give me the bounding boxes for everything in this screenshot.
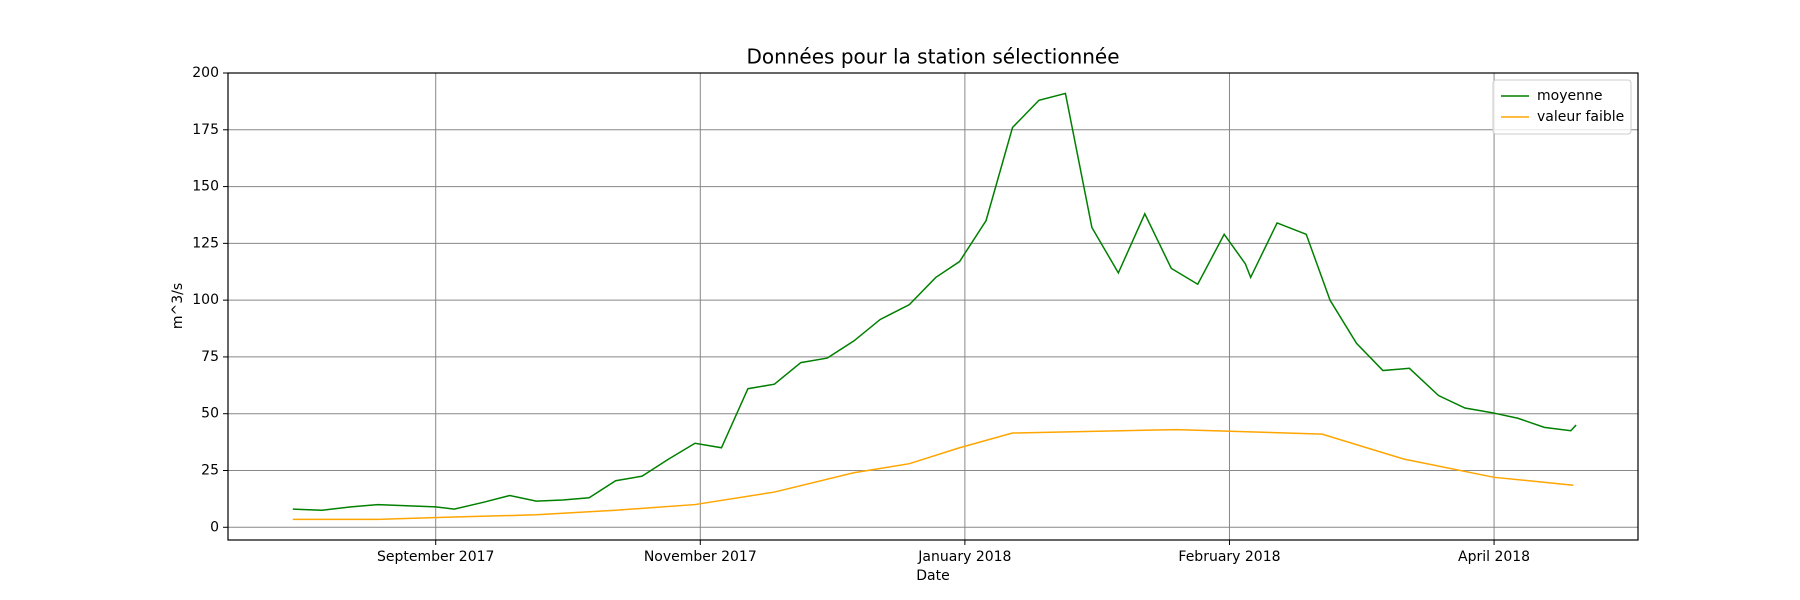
x-tick-label: November 2017 xyxy=(644,549,757,565)
y-tick-label: 200 xyxy=(192,65,219,81)
x-axis-label: Date xyxy=(916,568,949,584)
legend-label: moyenne xyxy=(1537,88,1602,104)
data-line xyxy=(292,428,1574,521)
y-axis-label: m^3/s xyxy=(170,283,186,329)
plot-frame xyxy=(227,72,1639,541)
y-tick-label: 175 xyxy=(192,122,219,138)
y-tick-label: 100 xyxy=(192,292,219,308)
legend-label: valeur faible xyxy=(1537,109,1624,125)
x-tick-label: January 2018 xyxy=(917,549,1011,565)
y-tick-label: 0 xyxy=(210,519,219,535)
x-tick-label: February 2018 xyxy=(1178,549,1280,565)
data-line xyxy=(292,92,1577,511)
legend-box xyxy=(1492,79,1632,135)
y-tick-label: 75 xyxy=(201,349,219,365)
x-tick-label: September 2017 xyxy=(377,549,494,565)
chart-title: Données pour la station sélectionnée xyxy=(746,45,1119,69)
y-tick-label: 150 xyxy=(192,179,219,195)
y-tick-label: 125 xyxy=(192,235,219,251)
x-tick-label: April 2018 xyxy=(1458,549,1530,565)
y-tick-label: 50 xyxy=(201,406,219,422)
y-tick-label: 25 xyxy=(201,462,219,478)
